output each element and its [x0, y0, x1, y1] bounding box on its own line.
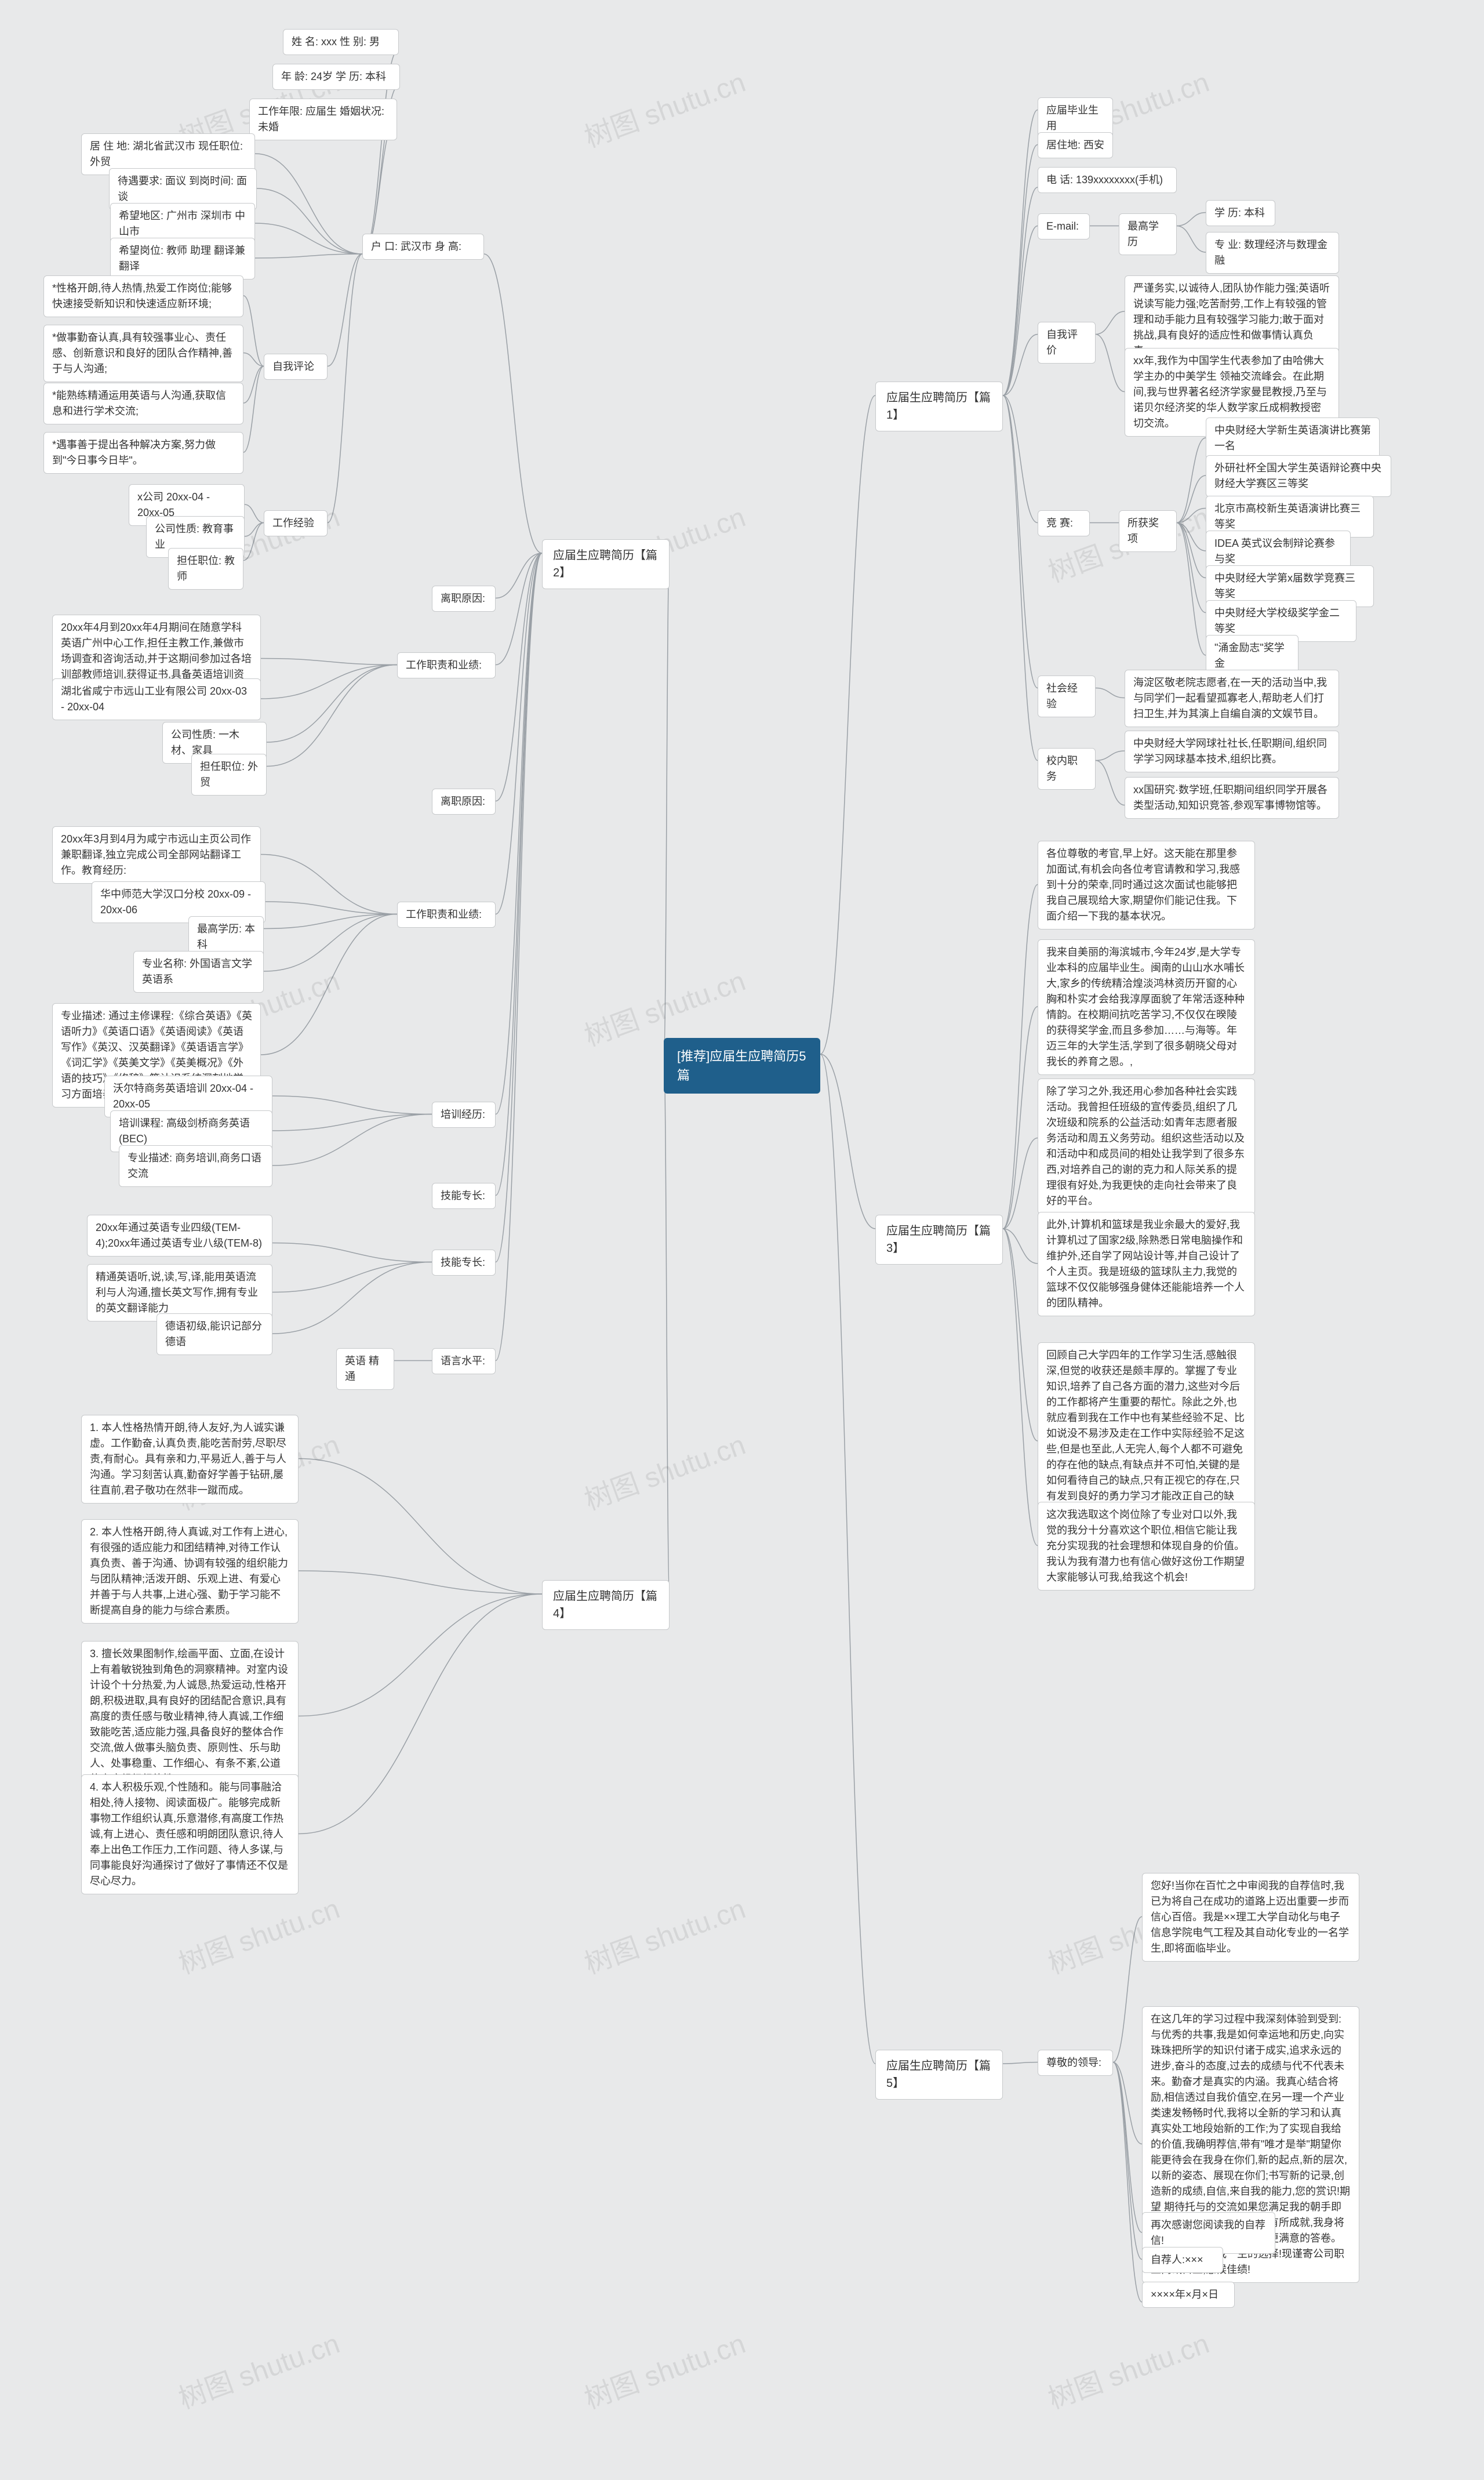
- mindmap-node: 工作职责和业绩:: [397, 652, 496, 678]
- mindmap-node: 竞 赛:: [1038, 510, 1090, 536]
- mindmap-node: 这次我选取这个岗位除了专业对口以外,我觉的我分十分喜欢这个职位,相信它能让我充分…: [1038, 1502, 1255, 1591]
- mindmap-node: 专业名称: 外国语言文学英语系: [133, 951, 264, 993]
- mindmap-node: 外研社杯全国大学生英语辩论赛中央财经大学赛区三等奖: [1206, 455, 1391, 497]
- mindmap-node: 最高学历: [1119, 213, 1177, 255]
- mindmap-node: 除了学习之外,我还用心参加各种社会实践活动。我曾担任班级的宣传委员,组织了几次班…: [1038, 1079, 1255, 1214]
- mindmap-node: 语言水平:: [432, 1348, 496, 1374]
- mindmap-node: 此外,计算机和篮球是我业余最大的爱好,我计算机过了国家2级,除熟悉日常电脑操作和…: [1038, 1212, 1255, 1316]
- mindmap-node: 我来自美丽的海滨城市,今年24岁,是大学专业本科的应届毕业生。闽南的山山水水哺长…: [1038, 939, 1255, 1075]
- mindmap-node: 户 口: 武汉市 身 高:: [362, 234, 484, 260]
- mindmap-node: 20xx年3月到4月为咸宁市远山主页公司作兼职翻译,独立完成公司全部网站翻译工作…: [52, 826, 261, 884]
- mindmap-node: 各位尊敬的考官,早上好。这天能在那里参加面试,有机会向各位考官请教和学习,我感到…: [1038, 841, 1255, 929]
- mindmap-node: 居住地: 西安: [1038, 132, 1113, 158]
- mindmap-node: E-mail:: [1038, 213, 1090, 239]
- mindmap-node: 电 话: 139xxxxxxxx(手机): [1038, 167, 1177, 193]
- mindmap-node: xx国研究·数学班,任职期间组织同学开展各类型活动,知知识竞答,参观军事博物馆等…: [1125, 777, 1339, 819]
- mindmap-node: 3. 擅长效果图制作,绘画平面、立面,在设计上有着敏锐独到角色的洞察精神。对室内…: [81, 1641, 299, 1792]
- mindmap-node: 姓 名: xxx 性 别: 男: [283, 29, 399, 55]
- mindmap-node: 您好!当你在百忙之中审阅我的自荐信时,我已为将自己在成功的道路上迈出重要一步而信…: [1142, 1873, 1359, 1962]
- mindmap-node: 海淀区敬老院志愿者,在一天的活动当中,我与同学们一起看望孤寡老人,帮助老人们打扫…: [1125, 670, 1339, 727]
- watermark: 树图 shutu.cn: [172, 2321, 344, 2416]
- mindmap-node: 所获奖项: [1119, 510, 1177, 552]
- mindmap-node: 中央财经大学新生英语演讲比赛第一名: [1206, 417, 1380, 459]
- mindmap-node: 学 历: 本科: [1206, 200, 1275, 226]
- mindmap-node: 自我评论: [264, 354, 328, 380]
- mindmap-node: [推荐]应届生应聘简历5篇: [664, 1038, 820, 1094]
- mindmap-node: 中央财经大学网球社社长,任职期间,组织同学学习网球基本技术,组织比赛。: [1125, 731, 1339, 772]
- mindmap-node: 希望岗位: 教师 助理 翻译兼翻译: [110, 238, 255, 279]
- watermark: 树图 shutu.cn: [578, 1886, 750, 1981]
- mindmap-node: *性格开朗,待人热情,热爱工作岗位;能够快速接受新知识和快速适应新环境;: [43, 275, 243, 317]
- mindmap-node: 应届生应聘简历【篇2】: [542, 539, 670, 589]
- mindmap-node: 技能专长:: [432, 1183, 496, 1209]
- mindmap-node: 应届生应聘简历【篇4】: [542, 1580, 670, 1630]
- mindmap-node: ××××年×月×日: [1142, 2282, 1235, 2308]
- mindmap-node: 社会经验: [1038, 676, 1096, 717]
- mindmap-node: 离职原因:: [432, 586, 496, 612]
- mindmap-node: 培训经历:: [432, 1102, 496, 1128]
- mindmap-node: 尊敬的领导:: [1038, 2050, 1113, 2076]
- mindmap-node: *能熟练精通运用英语与人沟通,获取信息和进行学术交流;: [43, 383, 243, 424]
- watermark: 树图 shutu.cn: [578, 59, 750, 155]
- mindmap-node: 技能专长:: [432, 1250, 496, 1276]
- mindmap-node: *做事勤奋认真,具有较强事业心、责任感、创新意识和良好的团队合作精神,善于与人沟…: [43, 325, 243, 382]
- mindmap-node: 离职原因:: [432, 789, 496, 815]
- mindmap-node: 年 龄: 24岁 学 历: 本科: [272, 64, 400, 90]
- mindmap-node: 专业描述: 商务培训,商务口语交流: [119, 1145, 272, 1187]
- mindmap-node: 工作年限: 应届生 婚姻状况: 未婚: [249, 99, 397, 140]
- mindmap-node: 工作经验: [264, 510, 328, 536]
- mindmap-node: 应届生应聘简历【篇5】: [875, 2050, 1003, 2100]
- mindmap-node: 校内职务: [1038, 748, 1096, 790]
- watermark: 树图 shutu.cn: [578, 1422, 750, 1517]
- mindmap-node: 4. 本人积极乐观,个性随和。能与同事融洽相处,待人接物、阅读面极广。能够完成新…: [81, 1774, 299, 1894]
- mindmap-node: 自我评价: [1038, 322, 1096, 364]
- mindmap-node: 英语 精通: [336, 1348, 394, 1390]
- watermark: 树图 shutu.cn: [1042, 2321, 1214, 2416]
- mindmap-node: 担任职位: 外贸: [191, 754, 267, 796]
- mindmap-node: 自荐人:×××: [1142, 2247, 1223, 2273]
- mindmap-node: 专 业: 数理经济与数理金融: [1206, 232, 1339, 274]
- mindmap-node: 1. 本人性格热情开朗,待人友好,为人诚实谦虚。工作勤奋,认真负责,能吃苦耐劳,…: [81, 1415, 299, 1504]
- mindmap-node: 担任职位: 教师: [168, 548, 243, 590]
- mindmap-node: 工作职责和业绩:: [397, 902, 496, 928]
- watermark: 树图 shutu.cn: [578, 2321, 750, 2416]
- watermark: 树图 shutu.cn: [172, 1886, 344, 1981]
- mindmap-node: 20xx年通过英语专业四级(TEM-4);20xx年通过英语专业八级(TEM-8…: [87, 1215, 272, 1257]
- mindmap-node: 应届生应聘简历【篇1】: [875, 382, 1003, 431]
- mindmap-node: 2. 本人性格开朗,待人真诚,对工作有上进心,有很强的适应能力和团结精神,对待工…: [81, 1519, 299, 1624]
- mindmap-node: 德语初级,能识记部分德语: [157, 1313, 272, 1355]
- mindmap-node: 湖北省咸宁市远山工业有限公司 20xx-03 - 20xx-04: [52, 678, 261, 720]
- mindmap-node: *遇事善于提出各种解决方案,努力做到"今日事今日毕"。: [43, 432, 243, 474]
- mindmap-node: 应届生应聘简历【篇3】: [875, 1215, 1003, 1265]
